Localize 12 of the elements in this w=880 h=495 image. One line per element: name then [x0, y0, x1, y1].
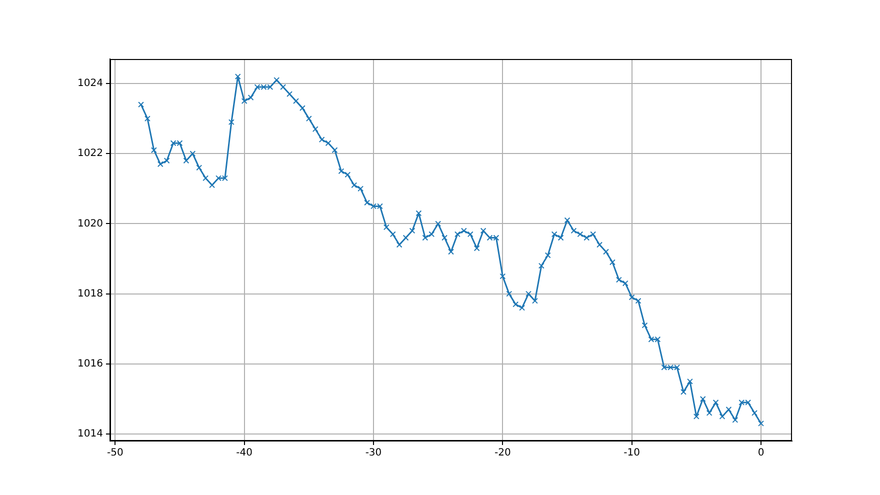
- y-tick-label: 1022: [78, 148, 103, 160]
- x-tick-label: -10: [624, 448, 640, 459]
- x-tick-label: 0: [758, 448, 764, 459]
- y-tick-label: 1016: [78, 358, 103, 370]
- y-tick-label: 1014: [78, 428, 103, 440]
- y-tick-label: 1018: [78, 288, 103, 300]
- y-tick-label: 1024: [78, 78, 103, 90]
- x-tick-label: -50: [106, 448, 124, 459]
- x-tick-label: -40: [236, 448, 253, 459]
- y-tick-label: 1020: [78, 218, 103, 230]
- x-tick-label: -20: [494, 448, 511, 459]
- x-tick-label: -30: [365, 448, 382, 459]
